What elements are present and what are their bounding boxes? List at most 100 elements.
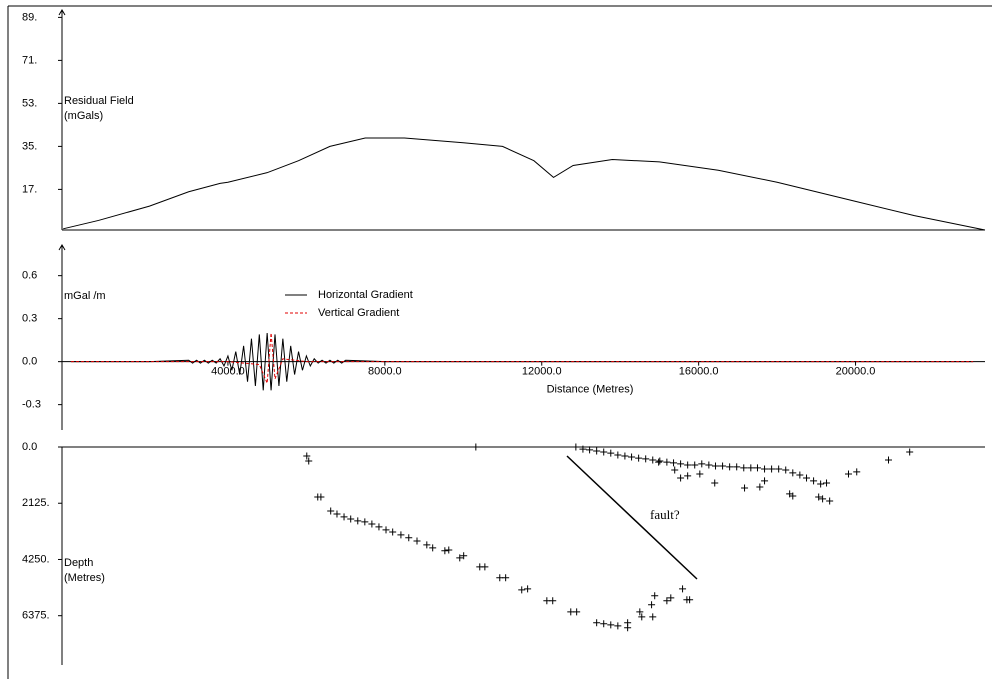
scatter-point bbox=[844, 470, 852, 478]
scatter-point bbox=[354, 517, 362, 525]
scatter-point bbox=[670, 459, 678, 467]
scatter-point bbox=[648, 601, 656, 609]
scatter-point bbox=[397, 531, 405, 539]
y-tick-label: 71. bbox=[22, 54, 37, 66]
scatter-point bbox=[885, 456, 893, 464]
scatter-point bbox=[628, 453, 636, 461]
legend-label: Horizontal Gradient bbox=[318, 289, 413, 301]
scatter-point bbox=[696, 470, 704, 478]
y-axis-label: Residual Field bbox=[64, 95, 134, 107]
y-tick-label: 89. bbox=[22, 11, 37, 23]
scatter-point bbox=[796, 471, 804, 479]
y-tick-label: 17. bbox=[22, 183, 37, 195]
scatter-point bbox=[543, 597, 551, 605]
scatter-point bbox=[747, 464, 755, 472]
scatter-point bbox=[819, 495, 827, 503]
scatter-point bbox=[621, 452, 629, 460]
scatter-point bbox=[567, 608, 575, 616]
scatter-point bbox=[456, 554, 464, 562]
scatter-point bbox=[671, 466, 679, 474]
scatter-point bbox=[579, 445, 587, 453]
axis-arrow bbox=[58, 244, 66, 251]
scatter-point bbox=[679, 585, 687, 593]
scatter-point bbox=[460, 552, 468, 560]
scatter-point bbox=[368, 520, 376, 528]
fault-line bbox=[566, 455, 698, 580]
scatter-point bbox=[810, 477, 818, 485]
scatter-point bbox=[655, 458, 663, 466]
scatter-point bbox=[624, 619, 632, 627]
scatter-point bbox=[789, 492, 797, 500]
x-tick-label: 12000.0 bbox=[522, 366, 562, 378]
y-axis-label: mGal /m bbox=[64, 290, 106, 302]
y-tick-label: 35. bbox=[22, 140, 37, 152]
y-tick-label: 2125. bbox=[22, 497, 50, 509]
y-tick-label: 0.3 bbox=[22, 313, 37, 325]
scatter-point bbox=[572, 443, 580, 451]
scatter-point bbox=[775, 465, 783, 473]
scatter-point bbox=[649, 613, 657, 621]
scatter-point bbox=[441, 547, 449, 555]
scatter-point bbox=[305, 457, 313, 465]
y-tick-label: 6375. bbox=[22, 610, 50, 622]
scatter-point bbox=[347, 515, 355, 523]
y-axis-label: Depth bbox=[64, 557, 93, 569]
scatter-point bbox=[667, 594, 675, 602]
scatter-point bbox=[303, 452, 311, 460]
scatter-point bbox=[405, 534, 413, 542]
y-tick-label: 0.0 bbox=[22, 441, 37, 453]
y-axis-label: (mGals) bbox=[64, 110, 103, 122]
scatter-point bbox=[586, 446, 594, 454]
axis-arrow bbox=[58, 9, 66, 16]
x-axis-label: Distance (Metres) bbox=[547, 384, 634, 396]
scatter-point bbox=[413, 537, 421, 545]
scatter-point bbox=[340, 513, 348, 521]
scatter-point bbox=[518, 586, 526, 594]
scatter-point bbox=[853, 468, 861, 476]
scatter-point bbox=[663, 458, 671, 466]
x-tick-label: 20000.0 bbox=[836, 366, 876, 378]
scatter-point bbox=[740, 464, 748, 472]
scatter-point bbox=[686, 596, 694, 604]
y-tick-label: -0.3 bbox=[22, 399, 41, 411]
y-tick-label: 0.0 bbox=[22, 356, 37, 368]
scatter-point bbox=[789, 469, 797, 477]
scatter-point bbox=[651, 592, 659, 600]
scatter-point bbox=[761, 477, 769, 485]
scatter-point bbox=[638, 613, 646, 621]
scatter-point bbox=[677, 474, 685, 482]
y-axis-label: (Metres) bbox=[64, 572, 105, 584]
scatter-point bbox=[614, 622, 622, 630]
scatter-point bbox=[600, 448, 608, 456]
scatter-point bbox=[600, 620, 608, 628]
scatter-point bbox=[663, 597, 671, 605]
series-line bbox=[71, 332, 974, 384]
y-tick-label: 4250. bbox=[22, 553, 50, 565]
scatter-point bbox=[333, 510, 341, 518]
scatter-point bbox=[712, 462, 720, 470]
scatter-point bbox=[429, 544, 437, 552]
scatter-point bbox=[607, 449, 615, 457]
scatter-point bbox=[361, 518, 369, 526]
scatter-point bbox=[642, 455, 650, 463]
scatter-point bbox=[389, 528, 397, 536]
scatter-point bbox=[698, 460, 706, 468]
scatter-point bbox=[733, 463, 741, 471]
scatter-point bbox=[719, 462, 727, 470]
annotation: fault? bbox=[650, 507, 680, 522]
scatter-point bbox=[472, 443, 480, 451]
scatter-point bbox=[524, 585, 532, 593]
scatter-point bbox=[826, 497, 834, 505]
scatter-point bbox=[607, 621, 615, 629]
scatter-point bbox=[684, 472, 692, 480]
scatter-point bbox=[823, 479, 831, 487]
x-tick-label: 8000.0 bbox=[368, 366, 402, 378]
y-tick-label: 53. bbox=[22, 97, 37, 109]
scatter-point bbox=[711, 479, 719, 487]
scatter-point bbox=[705, 461, 713, 469]
scatter-point bbox=[481, 563, 489, 571]
scatter-point bbox=[573, 608, 581, 616]
scatter-point bbox=[906, 448, 914, 456]
scatter-point bbox=[549, 597, 557, 605]
